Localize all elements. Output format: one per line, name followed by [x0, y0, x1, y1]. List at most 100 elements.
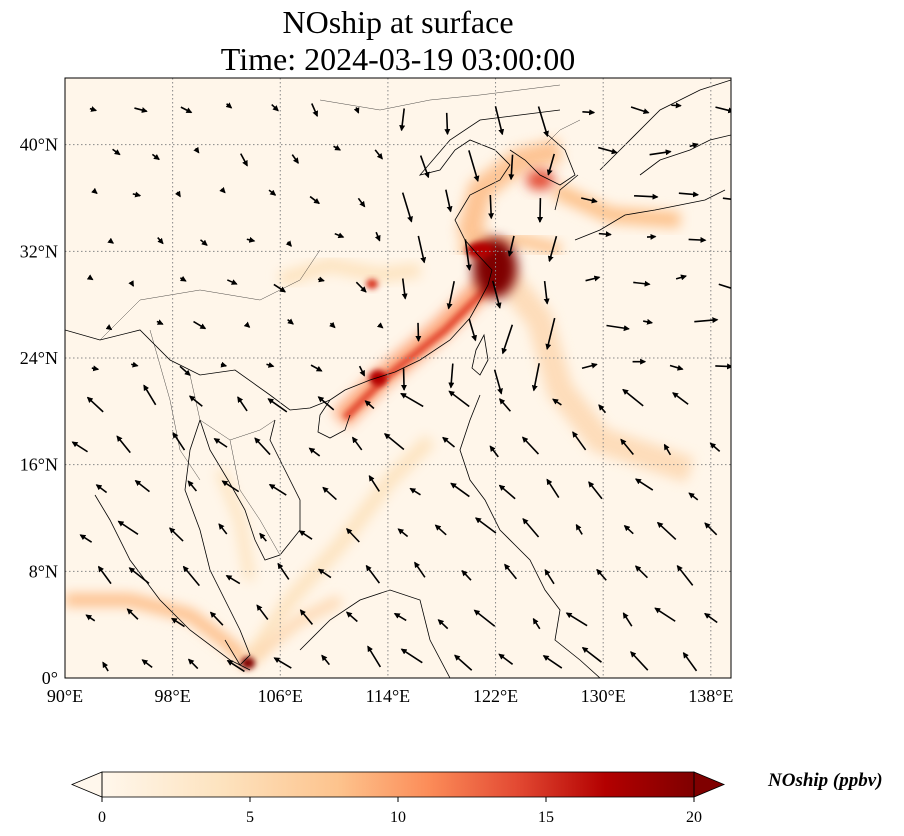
wind-arrow — [634, 478, 654, 491]
wind-arrow — [105, 324, 113, 331]
wind-arrow — [345, 611, 358, 623]
wind-arrow — [174, 190, 181, 198]
wind-arrow — [134, 480, 150, 493]
wind-arrow — [397, 528, 409, 538]
wind-arrow — [544, 569, 555, 585]
wind-arrow — [308, 447, 321, 457]
wind-arrow — [220, 361, 228, 368]
wind-arrow — [715, 363, 731, 370]
colorbar-tick-label: 20 — [686, 809, 702, 826]
wind-arrow — [374, 231, 381, 242]
wind-arrow — [448, 390, 470, 408]
colorbar-tick-label: 15 — [538, 809, 554, 826]
wind-arrow — [401, 278, 408, 300]
wind-arrow — [311, 103, 318, 117]
wind-arrow — [246, 236, 256, 243]
wind-arrow — [193, 320, 207, 330]
wind-arrow — [400, 392, 424, 408]
wind-arrow — [358, 365, 366, 377]
wind-arrow — [444, 112, 451, 136]
coastlines — [65, 79, 731, 678]
wind-arrow — [454, 654, 473, 671]
wind-arrow — [445, 189, 453, 213]
wind-arrow — [367, 645, 382, 668]
wind-arrow — [419, 155, 430, 179]
wind-arrow — [669, 364, 684, 371]
wind-arrow — [542, 655, 563, 669]
wind-arrow — [256, 604, 269, 620]
wind-arrow — [689, 142, 699, 149]
wind-arrow — [400, 648, 423, 664]
lat-tick-label: 0° — [42, 668, 58, 688]
wind-arrow — [219, 186, 226, 194]
wind-arrow — [374, 149, 383, 160]
wind-arrow — [169, 527, 184, 542]
wind-arrow — [291, 154, 299, 164]
wind-arrow — [393, 612, 407, 622]
wind-arrow — [678, 191, 700, 198]
map-title-line1: NOship at surface — [282, 4, 514, 40]
wind-arrow — [117, 520, 139, 536]
wind-arrow — [310, 364, 323, 372]
wind-arrow — [409, 487, 421, 496]
wind-arrow — [634, 565, 649, 579]
wind-arrow — [581, 646, 602, 663]
wind-arrow — [143, 384, 157, 406]
wind-arrow — [633, 280, 651, 287]
lat-tick-label: 8°N — [29, 561, 58, 581]
wind-arrow — [221, 480, 240, 493]
wind-arrow — [116, 435, 131, 454]
wind-arrow — [86, 274, 94, 281]
wind-arrow — [688, 237, 707, 243]
wind-arrow — [545, 317, 556, 351]
wind-arrow — [532, 617, 541, 630]
wind-arrow — [170, 617, 185, 628]
wind-arrow — [709, 442, 721, 453]
wind-arrow — [187, 658, 199, 670]
lon-tick-label: 106°E — [258, 686, 303, 706]
colorbar-tick-label: 10 — [390, 809, 406, 826]
wind-arrow — [268, 483, 287, 496]
wind-arrow — [128, 567, 150, 584]
wind-arrow — [351, 436, 363, 451]
wind-arrow — [531, 363, 540, 392]
wind-arrow — [309, 195, 320, 205]
wind-arrow — [672, 392, 689, 405]
wind-arrow — [102, 661, 109, 672]
colorbar-label: NOship (ppbv) — [768, 770, 883, 791]
lon-tick-label: 114°E — [366, 686, 411, 706]
lat-tick-label: 16°N — [20, 455, 58, 475]
wind-arrow — [437, 619, 449, 630]
wind-arrow — [675, 274, 687, 281]
wind-arrow — [498, 653, 514, 665]
wind-arrow — [634, 193, 659, 200]
wind-arrow — [243, 321, 251, 328]
wind-arrow — [86, 396, 104, 413]
wind-arrow — [682, 652, 698, 672]
gridlines — [65, 78, 731, 678]
wind-arrow — [157, 237, 164, 245]
wind-arrow — [277, 562, 290, 580]
wind-arrow — [508, 154, 515, 181]
lon-tick-label: 130°E — [581, 686, 626, 706]
wind-arrow — [383, 433, 405, 451]
lat-tick-label: 32°N — [20, 241, 58, 261]
wind-arrow — [225, 574, 241, 585]
wind-arrow — [329, 321, 336, 329]
wind-arrow — [141, 659, 153, 669]
wind-arrow — [598, 404, 607, 414]
wind-arrow — [151, 153, 160, 161]
wind-arrow — [218, 523, 228, 535]
wind-arrow — [179, 275, 187, 282]
wind-arrow — [588, 481, 603, 500]
wind-arrow — [182, 565, 200, 587]
wind-arrow — [434, 524, 447, 536]
wind-arrow — [134, 107, 148, 113]
wind-arrow — [188, 395, 203, 407]
wind-arrow — [489, 445, 499, 458]
wind-arrow — [226, 659, 245, 673]
wind-arrow — [131, 361, 139, 368]
wind-arrow — [187, 480, 198, 492]
wind-arrow — [317, 396, 335, 411]
wind-arrow — [299, 609, 314, 625]
